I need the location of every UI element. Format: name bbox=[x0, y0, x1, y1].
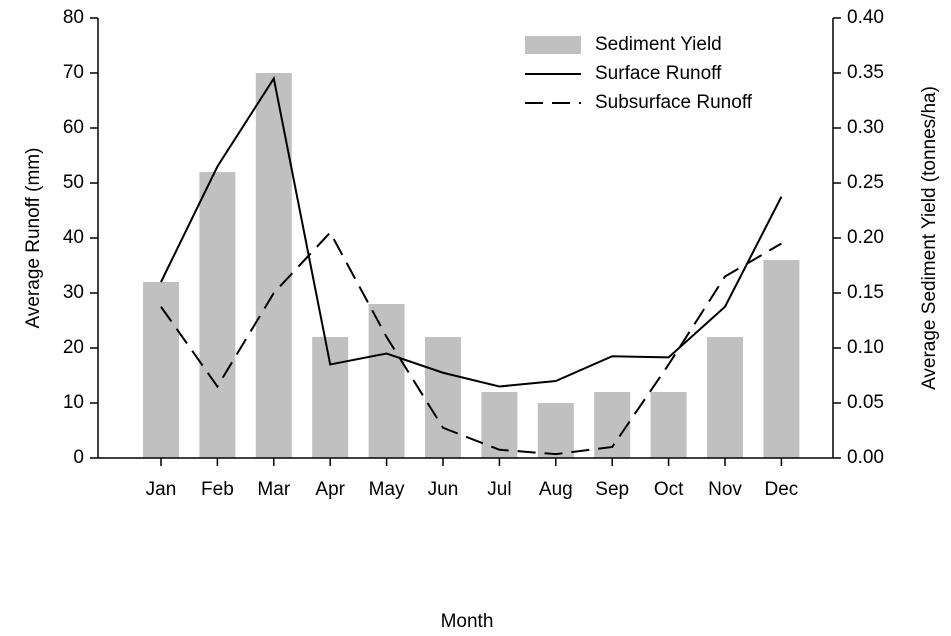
x-tick-label: Mar bbox=[257, 479, 290, 500]
y2-tick-label: 0.25 bbox=[847, 172, 884, 193]
y-tick-label: 40 bbox=[63, 227, 84, 248]
y2-tick-label: 0.30 bbox=[847, 117, 884, 138]
bar bbox=[707, 337, 743, 458]
bar bbox=[199, 172, 236, 458]
y-tick-label: 80 bbox=[63, 7, 84, 28]
y-tick-label: 30 bbox=[63, 282, 84, 303]
x-tick-label: Sep bbox=[595, 479, 629, 500]
bar bbox=[763, 260, 800, 458]
bar bbox=[650, 392, 687, 458]
legend-label: Sediment Yield bbox=[595, 34, 722, 55]
x-tick-label: Oct bbox=[654, 479, 684, 500]
y2-tick-label: 0.05 bbox=[847, 392, 884, 413]
y-tick-label: 0 bbox=[73, 447, 84, 468]
bar bbox=[537, 403, 574, 458]
y-tick-label: 70 bbox=[63, 62, 84, 83]
legend-swatch bbox=[525, 36, 581, 54]
y2-tick-label: 0.40 bbox=[847, 7, 884, 28]
x-tick-label: Jul bbox=[487, 479, 511, 500]
line bbox=[160, 75, 783, 388]
x-tick-label: Nov bbox=[708, 479, 742, 500]
line bbox=[160, 230, 782, 456]
bar bbox=[368, 304, 405, 458]
legend-label: Surface Runoff bbox=[595, 63, 722, 84]
bar bbox=[425, 337, 461, 458]
bar bbox=[255, 73, 292, 458]
legend-label: Subsurface Runoff bbox=[595, 92, 753, 113]
y-tick-label: 10 bbox=[63, 392, 84, 413]
y2-tick-label: 0.20 bbox=[847, 227, 884, 248]
x-tick-label: Apr bbox=[315, 479, 345, 500]
bar bbox=[312, 337, 349, 458]
x-tick-label: Jan bbox=[146, 479, 177, 500]
x-axis-label: Month bbox=[441, 611, 494, 632]
y-axis-label: Average Runoff (mm) bbox=[23, 148, 44, 329]
y2-tick-label: 0.10 bbox=[847, 337, 884, 358]
x-tick-label: Aug bbox=[539, 479, 573, 500]
y2-tick-label: 0.15 bbox=[847, 282, 884, 303]
y2-tick-label: 0.00 bbox=[847, 447, 884, 468]
y-tick-label: 60 bbox=[63, 117, 84, 138]
y2-tick-label: 0.35 bbox=[847, 62, 884, 83]
x-tick-label: May bbox=[369, 479, 405, 500]
x-tick-label: Dec bbox=[765, 479, 799, 500]
bar bbox=[481, 392, 518, 458]
y-tick-label: 50 bbox=[63, 172, 84, 193]
y-tick-label: 20 bbox=[63, 337, 84, 358]
y2-axis-label: Average Sediment Yield (tonnes/ha) bbox=[919, 86, 940, 390]
x-tick-label: Feb bbox=[201, 479, 234, 500]
bar bbox=[143, 282, 179, 458]
x-tick-label: Jun bbox=[428, 479, 459, 500]
